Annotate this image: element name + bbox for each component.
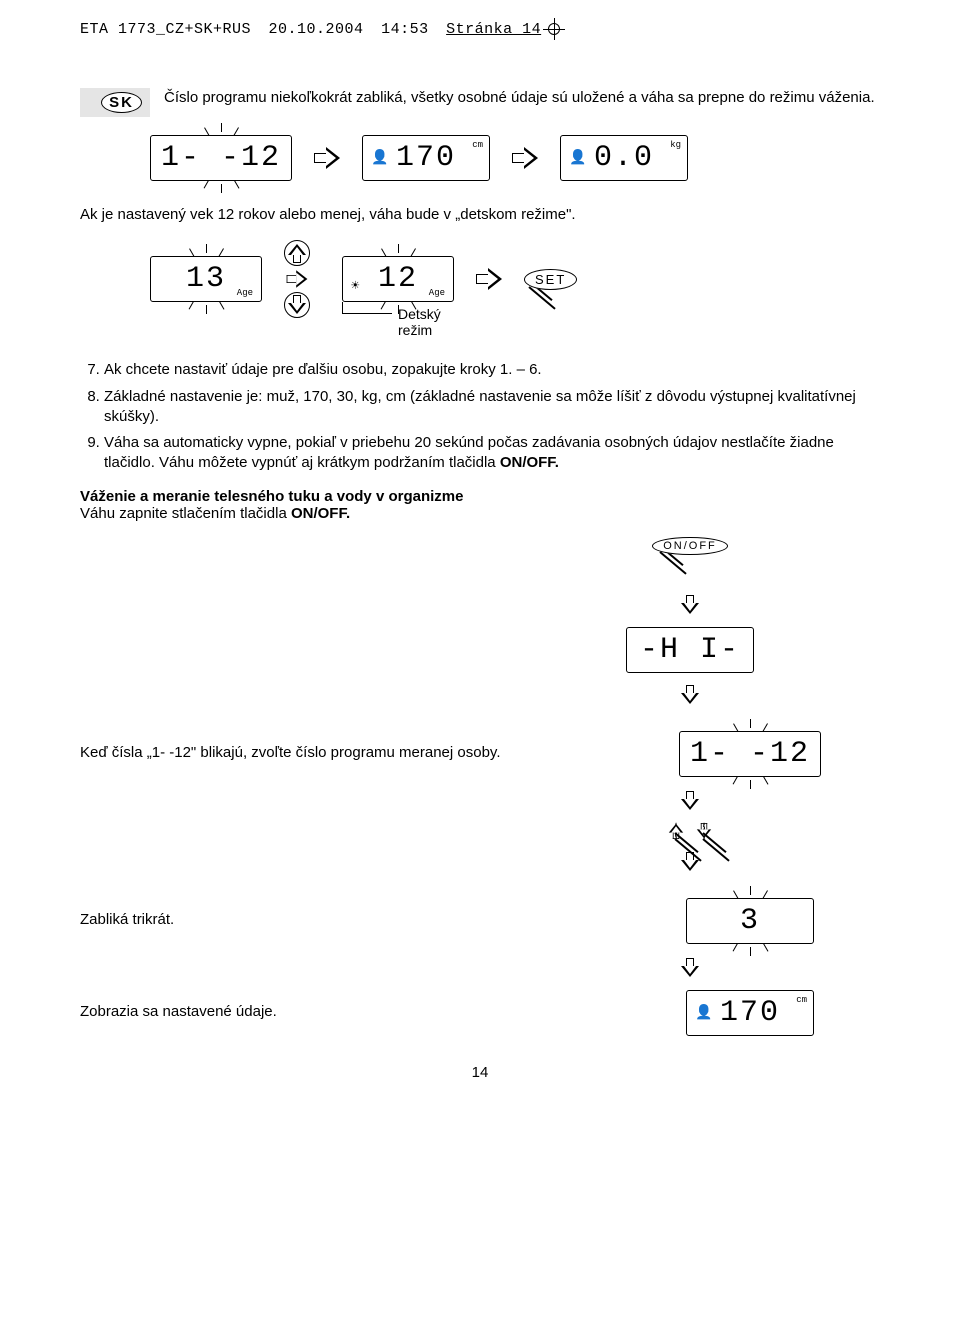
arrow-right-icon bbox=[287, 270, 308, 288]
lcd-value: 170 bbox=[396, 141, 456, 175]
crop-mark-icon bbox=[545, 20, 563, 38]
lcd-value: -H I- bbox=[640, 633, 740, 667]
lcd-value: 170 bbox=[720, 996, 780, 1030]
lcd-display: ☀ 12 Age bbox=[342, 256, 454, 302]
lcd-unit: cm bbox=[472, 140, 483, 150]
lcd-display: 13 Age bbox=[150, 256, 262, 302]
child-mode-icon: ☀ bbox=[351, 278, 361, 295]
doc-date: 20.10.2004 bbox=[269, 21, 364, 38]
lcd-value: 1- -12 bbox=[161, 141, 281, 175]
lcd-unit: kg bbox=[670, 140, 681, 150]
step-select-program: Keď čísla „1- -12" blikajú, zvoľte číslo… bbox=[80, 731, 880, 777]
lcd-display: -H I- bbox=[626, 627, 754, 673]
lcd-display: 3 bbox=[686, 898, 814, 944]
step-text: Zabliká trikrát. bbox=[80, 910, 590, 930]
lcd-value: 1- -12 bbox=[690, 737, 810, 771]
paragraph: Ak je nastavený vek 12 rokov alebo menej… bbox=[80, 205, 880, 225]
arrow-right-icon bbox=[476, 268, 502, 290]
arrow-right-icon bbox=[314, 147, 340, 169]
lcd-sublabel: Age bbox=[429, 288, 445, 298]
arrow-down-icon bbox=[681, 958, 699, 978]
arrow-up-icon bbox=[284, 240, 310, 266]
doc-page-label: Stránka 14 bbox=[446, 21, 541, 38]
section-line: Váhu zapnite stlačením tlačidla bbox=[80, 505, 291, 522]
arrow-down-icon bbox=[681, 852, 699, 872]
step-blink-three: Zabliká trikrát. 3 bbox=[80, 898, 880, 944]
section-title: Váženie a meranie telesného tuku a vody … bbox=[80, 488, 880, 505]
page-header: ETA 1773_CZ+SK+RUS 20.10.2004 14:53 Strá… bbox=[80, 20, 880, 38]
set-button-graphic: SET bbox=[524, 271, 577, 288]
person-icon: 👤 bbox=[569, 150, 588, 167]
down-press-graphic bbox=[703, 823, 705, 840]
lcd-value: 3 bbox=[740, 904, 760, 938]
lcd-sequence-2: 13 Age ☀ 12 Age Detský režim bbox=[150, 240, 880, 318]
lcd-display: 👤 170 cm bbox=[686, 990, 814, 1036]
doc-id: ETA 1773_CZ+SK+RUS bbox=[80, 21, 251, 38]
instruction-list: Ak chcete nastaviť údaje pre ďalšiu osob… bbox=[80, 360, 880, 473]
lcd-display: 👤 170 cm bbox=[362, 135, 490, 181]
section-weighing: Váženie a meranie telesného tuku a vody … bbox=[80, 488, 880, 705]
lcd-display: 1- -12 bbox=[150, 135, 292, 181]
step-text: Zobrazia sa nastavené údaje. bbox=[80, 1002, 590, 1022]
arrow-down-icon bbox=[681, 595, 699, 615]
doc-time: 14:53 bbox=[381, 21, 429, 38]
arrow-right-icon bbox=[512, 147, 538, 169]
arrow-down-icon bbox=[284, 292, 310, 318]
child-mode-caption: Detský režim bbox=[398, 306, 454, 338]
list-item: Základné nastavenie je: muž, 170, 30, kg… bbox=[104, 387, 880, 428]
arrow-down-icon bbox=[681, 791, 699, 811]
lcd-unit: cm bbox=[796, 995, 807, 1005]
person-icon: 👤 bbox=[371, 150, 390, 167]
arrow-down-icon bbox=[681, 685, 699, 705]
language-badge: SK bbox=[80, 88, 150, 117]
intro-paragraph: Číslo programu niekoľkokrát zabliká, vše… bbox=[164, 88, 875, 108]
lcd-sequence-1: 1- -12 👤 170 cm 👤 0.0 kg bbox=[150, 135, 880, 181]
lcd-value: 12 bbox=[378, 262, 418, 296]
onoff-button-graphic: ON/OFF bbox=[652, 536, 728, 553]
person-icon: 👤 bbox=[695, 1004, 714, 1021]
up-down-buttons bbox=[284, 240, 310, 318]
lcd-value: 13 bbox=[186, 262, 226, 296]
step-show-data: Zobrazia sa nastavené údaje. 👤 170 cm bbox=[80, 990, 880, 1036]
lcd-sublabel: Age bbox=[237, 288, 253, 298]
lcd-display: 👤 0.0 kg bbox=[560, 135, 688, 181]
set-button-label: SET bbox=[524, 269, 577, 290]
lcd-display: 1- -12 bbox=[679, 731, 821, 777]
page-number: 14 bbox=[80, 1064, 880, 1081]
lcd-value: 0.0 bbox=[594, 141, 654, 175]
up-press-graphic bbox=[675, 823, 677, 840]
onoff-button-label: ON/OFF bbox=[652, 537, 728, 555]
language-code: SK bbox=[101, 92, 142, 113]
list-item: Váha sa automaticky vypne, pokiaľ v prie… bbox=[104, 433, 880, 474]
list-item: Ak chcete nastaviť údaje pre ďalšiu osob… bbox=[104, 360, 880, 380]
step-text: Keď čísla „1- -12" blikajú, zvoľte číslo… bbox=[80, 743, 590, 763]
